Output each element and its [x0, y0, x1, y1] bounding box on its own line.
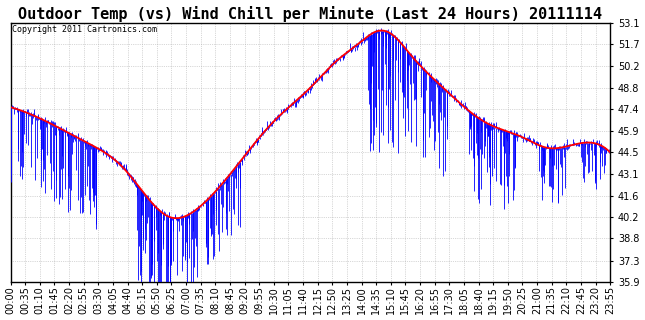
Title: Outdoor Temp (vs) Wind Chill per Minute (Last 24 Hours) 20111114: Outdoor Temp (vs) Wind Chill per Minute …	[18, 5, 602, 21]
Text: Copyright 2011 Cartronics.com: Copyright 2011 Cartronics.com	[12, 25, 157, 34]
